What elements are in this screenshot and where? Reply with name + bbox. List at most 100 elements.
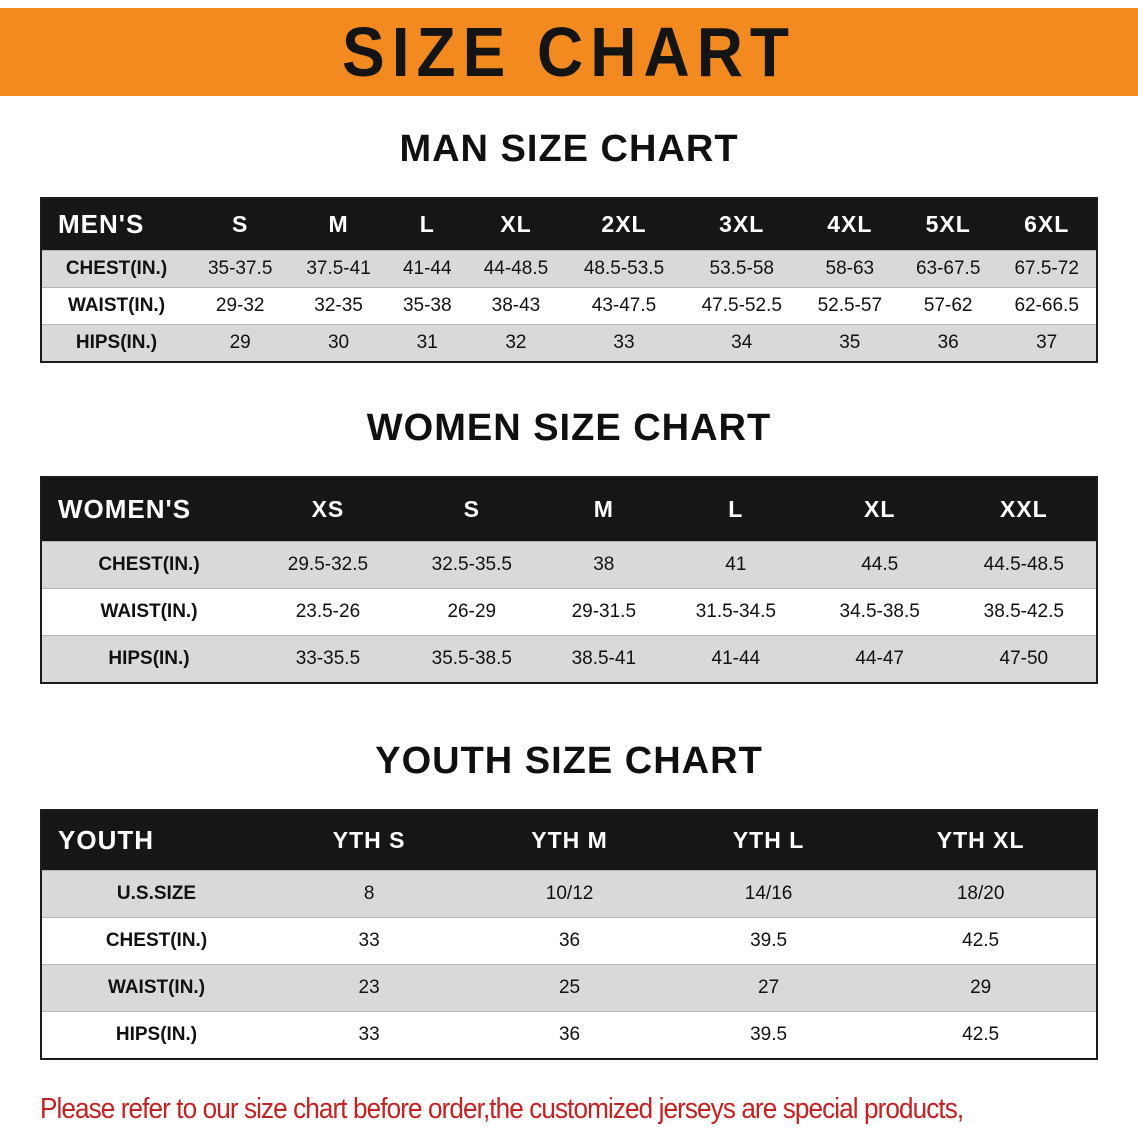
row-label: WAIST(IN.) [107,977,206,998]
size-value: 37 [1036,332,1058,353]
size-value: 33 [613,332,635,353]
size-column-header: 2XL [565,198,683,251]
size-value: 30 [327,332,350,353]
size-column-header: XL [807,477,952,542]
size-value: 35-37.5 [207,258,273,279]
women-size-table: WOMEN'S XS S M L XL XXL CHEST(IN.) 29.5-32.5 32.5… [40,476,1098,684]
size-value: 42.5 [962,930,1000,951]
size-value: 38.5-42.5 [983,601,1064,622]
size-value: 8 [363,883,375,904]
size-value: 62-66.5 [1014,295,1079,316]
size-column-header: XS [256,477,400,542]
size-value: 31 [416,332,438,353]
row-label: WAIST(IN.) [100,601,198,622]
size-column-header: 5XL [899,198,998,251]
size-column-header: YTH S [271,810,468,871]
youth-section-heading: YOUTH SIZE CHART [375,740,763,782]
row-label: HIPS(IN.) [108,648,190,669]
size-value: 10/12 [545,883,594,904]
size-column-header: YTH XL [865,810,1097,871]
table-corner-label: YOUTH [41,810,271,871]
table-header-row: WOMEN'S XS S M L XL XXL [41,477,1097,542]
table-row: HIPS(IN.) 33 36 39.5 42.5 [41,1011,1097,1059]
size-value: 38 [593,554,615,575]
row-label: HIPS(IN.) [75,332,158,353]
size-value: 31.5-34.5 [695,601,776,622]
size-column-header: XXL [951,477,1097,542]
size-value: 67.5-72 [1014,258,1079,279]
table-row: WAIST(IN.) 23.5-26 26-29 29-31.5 31.5-34.5 34… [41,588,1097,636]
size-value: 32.5-35.5 [431,554,512,575]
size-value: 44.5-48.5 [983,554,1064,575]
table-header-row: YOUTH YTH S YTH M YTH L YTH XL [41,810,1097,871]
size-value: 14/16 [744,883,793,904]
size-column-header: 6XL [997,198,1097,251]
size-column-header: XL [466,198,566,251]
table-header-row: MEN'S S M L XL 2XL 3XL 4XL 5XL 6XL [41,198,1097,251]
size-value: 35-38 [402,295,452,316]
table-row: WAIST(IN.) 29-32 32-35 35-38 38-43 43-47.5 47.… [41,287,1097,325]
size-value: 34 [731,332,753,353]
size-value: 44-48.5 [483,258,549,279]
size-column-header: YTH L [671,810,866,871]
size-value: 43-47.5 [591,295,657,316]
size-value: 36 [558,930,581,951]
table-row: HIPS(IN.) 33-35.5 35.5-38.5 38.5-41 41-44 44-… [41,635,1097,683]
size-column-header: L [663,477,808,542]
youth-size-section: YOUTH SIZE CHART YOUTH YTH S YTH M YTH L YTH… [0,740,1138,1060]
size-value: 29 [970,977,992,998]
table-row: CHEST(IN.) 35-37.5 37.5-41 41-44 44-48.5 48.5… [41,250,1097,288]
size-value: 52.5-57 [817,295,883,316]
size-value: 26-29 [447,601,497,622]
size-value: 41-44 [402,258,452,279]
size-value: 23 [358,977,380,998]
size-value: 48.5-53.5 [583,258,665,279]
size-value: 32-35 [314,295,363,316]
table-row: CHEST(IN.) 29.5-32.5 32.5-35.5 38 41 44.5 44.5… [41,541,1097,589]
size-value: 39.5 [750,1024,788,1045]
size-value: 41-44 [711,648,761,669]
size-value: 44.5 [861,554,899,575]
disclaimer-note: Please refer to our size chart before or… [0,1090,1138,1132]
size-value: 34.5-38.5 [839,601,920,622]
man-size-section: MAN SIZE CHART MEN'S S M L XL 2XL 3XL 4XL 5XL 6XL… [0,128,1138,363]
size-value: 32 [505,332,527,353]
size-value: 29-32 [215,295,265,316]
row-label: U.S.SIZE [116,883,197,904]
size-column-header: M [543,477,664,542]
size-value: 39.5 [750,930,788,951]
size-column-header: S [191,198,290,251]
table-corner-label: WOMEN'S [41,477,256,542]
man-size-table: MEN'S S M L XL 2XL 3XL 4XL 5XL 6XL CHEST(IN.) 35-37… [40,197,1098,363]
man-section-heading: MAN SIZE CHART [399,128,739,170]
size-value: 47.5-52.5 [701,295,782,316]
size-value: 44-47 [855,648,904,669]
table-row: WAIST(IN.) 23 25 27 29 [41,964,1097,1012]
title-banner: SIZE CHART [0,8,1138,96]
size-value: 47-50 [999,648,1049,669]
table-row: CHEST(IN.) 33 36 39.5 42.5 [41,917,1097,965]
size-column-header: YTH M [467,810,672,871]
size-value: 18/20 [956,883,1005,904]
size-value: 38.5-41 [571,648,637,669]
disclaimer-line-1: Please refer to our size chart before or… [40,1093,964,1125]
size-value: 29-31.5 [571,601,637,622]
women-size-section: WOMEN SIZE CHART WOMEN'S XS S M L XL XXL CHEST(… [0,407,1138,684]
table-row: HIPS(IN.) 29 30 31 32 33 34 35 36 37 [41,324,1097,362]
size-column-header: S [399,477,544,542]
size-column-header: 3XL [682,198,801,251]
size-value: 29 [229,332,251,353]
size-value: 25 [558,977,581,998]
row-label: CHEST(IN.) [65,258,168,279]
size-column-header: M [289,198,388,251]
row-label: CHEST(IN.) [105,930,208,951]
women-section-heading: WOMEN SIZE CHART [366,407,772,449]
size-value: 35.5-38.5 [431,648,512,669]
size-value: 53.5-58 [709,258,774,279]
row-label: WAIST(IN.) [67,295,166,316]
size-value: 41 [725,554,747,575]
table-row: U.S.SIZE 8 10/12 14/16 18/20 [41,870,1097,918]
size-value: 36 [937,332,959,353]
size-value: 38-43 [491,295,541,316]
